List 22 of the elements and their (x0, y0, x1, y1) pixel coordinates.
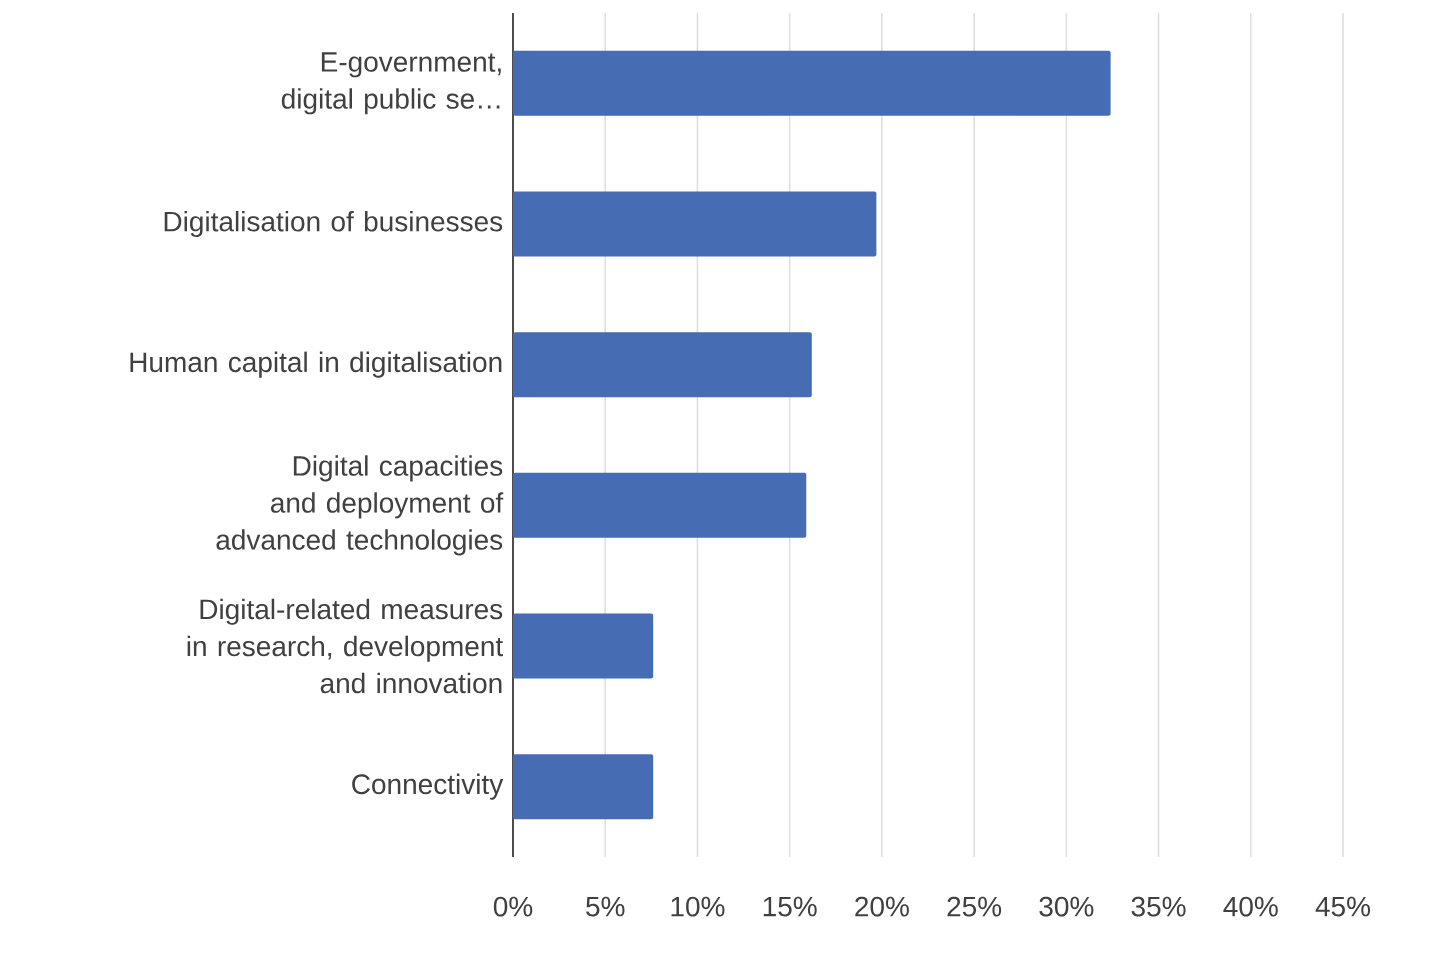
bar (513, 50, 1111, 116)
x-tick-label: 25% (947, 896, 1002, 917)
y-tick-label: Connectivity (352, 773, 504, 800)
bar (513, 613, 654, 679)
bar (513, 332, 812, 398)
x-tick-label: 30% (1039, 896, 1094, 917)
y-tick-label: Digital capacities and deployment of advanced technologies (216, 455, 504, 556)
y-tick-label: Human capital in digitalisation (130, 351, 502, 378)
bar (513, 754, 654, 820)
y-tick-label: E-government, digital public se… (281, 52, 501, 115)
x-tick-label: 20% (855, 896, 909, 917)
x-tick-label: 40% (1223, 896, 1278, 917)
x-tick-label: 0% (493, 896, 533, 917)
x-tick-label: 15% (763, 896, 817, 917)
y-tick-label: Digital-related measures in research, development and innovation (187, 598, 503, 694)
bar (513, 472, 807, 538)
y-tick-label: Digitalisation of businesses (164, 210, 503, 238)
x-tick-label: 10% (671, 896, 725, 917)
x-tick-label: 45% (1315, 896, 1371, 917)
x-tick-label: 5% (586, 896, 625, 917)
x-tick-label: 35% (1131, 896, 1186, 917)
bar (513, 191, 877, 257)
